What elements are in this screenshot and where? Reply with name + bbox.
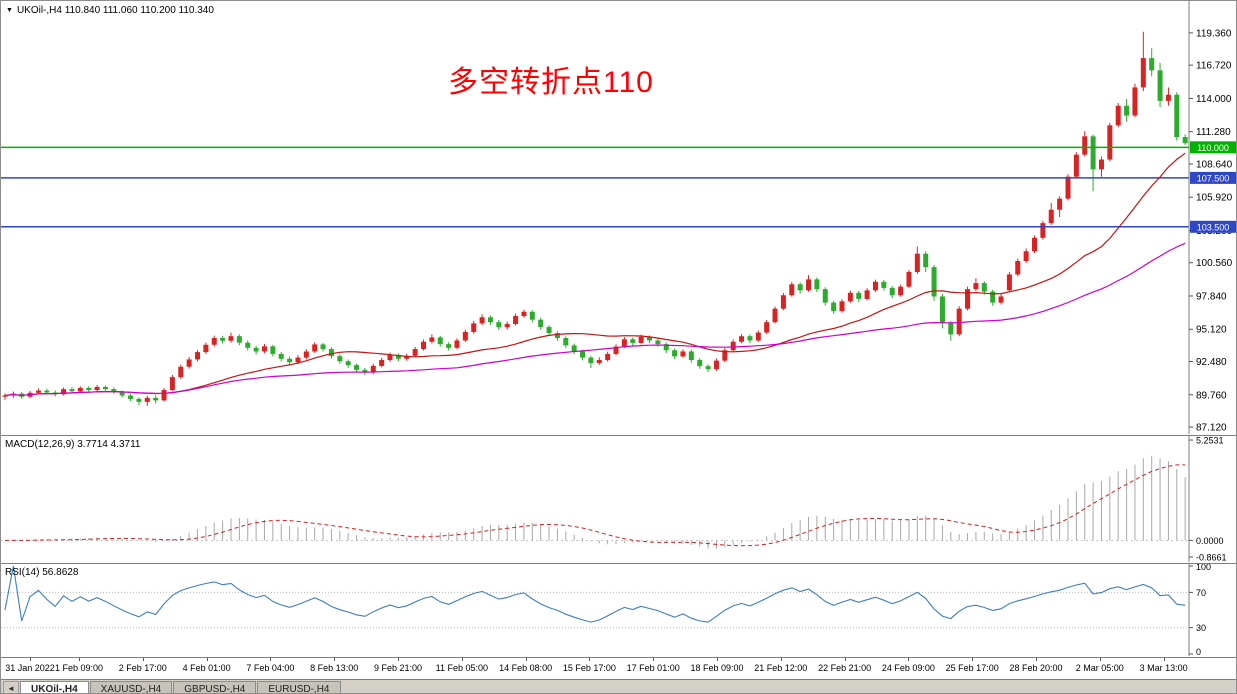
time-label: 3 Mar 13:00: [1139, 663, 1188, 673]
svg-text:0.0000: 0.0000: [1196, 536, 1224, 546]
price-tag-107.500[interactable]: 107.500: [1190, 171, 1236, 184]
ma-55-line: [4, 242, 1186, 397]
time-label: 7 Feb 04:00: [246, 663, 295, 673]
time-label: 24 Feb 09:00: [881, 663, 935, 673]
svg-text:108.640: 108.640: [1196, 159, 1233, 170]
time-tick: [206, 658, 208, 661]
svg-text:-0.8661: -0.8661: [1196, 553, 1227, 563]
svg-text:114.000: 114.000: [1196, 94, 1232, 105]
horizontal-lines-layer: [1, 146, 1189, 228]
time-tick: [589, 658, 591, 661]
svg-text:89.760: 89.760: [1196, 390, 1227, 401]
time-tick: [908, 658, 910, 661]
svg-text:119.360: 119.360: [1196, 28, 1232, 39]
time-label: 28 Feb 20:00: [1009, 663, 1063, 673]
time-label: 15 Feb 17:00: [562, 663, 616, 673]
svg-text:100: 100: [1196, 564, 1211, 572]
svg-text:97.840: 97.840: [1196, 291, 1227, 302]
chart-tab-2[interactable]: GBPUSD-,H4: [173, 681, 257, 693]
chart-tab-bar: ◄ UKOil-,H4 XAUUSD-,H4 GBPUSD-,H4 EURUSD-,H4: [1, 680, 1236, 693]
chart-title: ▼ UKOil-,H4 110.840 111.060 110.200 110.…: [6, 5, 214, 16]
svg-text:0: 0: [1196, 647, 1201, 656]
svg-text:100.560: 100.560: [1196, 258, 1233, 269]
svg-text:95.120: 95.120: [1196, 325, 1227, 336]
time-tick: [780, 658, 782, 661]
svg-text:103.500: 103.500: [1197, 222, 1230, 232]
rsi-label: RSI(14) 56.8628: [5, 567, 79, 578]
time-label: 25 Feb 17:00: [945, 663, 999, 673]
moving-averages-layer: [4, 152, 1186, 397]
price-panel[interactable]: 119.360 116.720 114.000 111.280 108.640 105.9…: [1, 1, 1236, 436]
chart-tab-0[interactable]: UKOil-,H4: [20, 681, 89, 693]
time-label: 1 Feb 09:00: [54, 663, 104, 673]
ma-21-line: [4, 152, 1186, 397]
time-tick: [844, 658, 846, 661]
rsi-axis: 100 70 30 0: [1189, 564, 1211, 656]
svg-text:30: 30: [1196, 623, 1206, 633]
time-tick: [270, 658, 272, 661]
macd-panel[interactable]: 5.2531 0.0000 -0.8661 MACD(12,26,9) 3.7714…: [1, 436, 1236, 564]
time-tick: [972, 658, 974, 661]
rsi-panel[interactable]: 100 70 30 0 RSI(14) 56.8628: [1, 564, 1236, 658]
svg-text:116.720: 116.720: [1196, 61, 1232, 72]
time-tick: [717, 658, 718, 661]
macd-histogram: [12, 455, 1186, 549]
macd-plot[interactable]: 5.2531 0.0000 -0.8661: [1, 436, 1236, 562]
time-label: 4 Feb 01:00: [182, 663, 231, 673]
tab-scroll-left-button[interactable]: ◄: [3, 681, 19, 693]
time-tick: [334, 658, 336, 661]
svg-text:70: 70: [1196, 588, 1206, 598]
time-tick: [1163, 658, 1165, 661]
svg-text:107.500: 107.500: [1197, 173, 1230, 183]
svg-text:5.2531: 5.2531: [1196, 436, 1224, 446]
time-label: 18 Feb 09:00: [690, 663, 744, 673]
macd-label: MACD(12,26,9) 3.7714 4.3711: [5, 439, 141, 450]
svg-text:87.120: 87.120: [1196, 423, 1227, 434]
time-tick: [1036, 658, 1037, 661]
time-tick: [653, 658, 655, 661]
rsi-line: [4, 565, 1186, 623]
chart-tab-3[interactable]: EURUSD-,H4: [257, 681, 341, 693]
svg-text:111.280: 111.280: [1196, 127, 1231, 138]
price-plot[interactable]: 119.360 116.720 114.000 111.280 108.640 105.9…: [1, 1, 1236, 434]
macd-axis: 5.2531 0.0000 -0.8661: [1189, 436, 1227, 562]
time-tick: [461, 658, 463, 661]
time-tick: [398, 658, 399, 661]
price-tag-110.000[interactable]: 110.000: [1190, 141, 1236, 154]
symbol-dropdown-icon[interactable]: ▼: [6, 7, 13, 14]
time-tick: [79, 658, 80, 661]
time-tick: [525, 658, 527, 661]
time-label: 8 Feb 13:00: [310, 663, 359, 673]
time-label: 21 Feb 12:00: [754, 663, 808, 673]
chart-tab-1[interactable]: XAUUSD-,H4: [89, 681, 173, 693]
macd-signal-line: [4, 464, 1186, 547]
time-tick: [30, 658, 31, 661]
time-label: 14 Feb 08:00: [499, 663, 553, 673]
time-label: 2 Feb 17:00: [118, 663, 167, 673]
annotation-text: 多空转折点110: [448, 66, 654, 99]
svg-text:105.920: 105.920: [1196, 193, 1233, 204]
time-label: 22 Feb 21:00: [818, 663, 872, 673]
price-tag-103.500[interactable]: 103.500: [1190, 220, 1236, 233]
time-label: 17 Feb 01:00: [626, 663, 680, 673]
time-label: 11 Feb 05:00: [435, 663, 488, 673]
time-axis[interactable]: 31 Jan 2022 1 Feb 09:00 2 Feb 17:00 4 Feb 0…: [1, 658, 1236, 680]
time-label: 9 Feb 21:00: [373, 663, 423, 673]
svg-text:92.480: 92.480: [1196, 357, 1227, 368]
time-label: 31 Jan 2022: [5, 663, 55, 673]
svg-text:110.000: 110.000: [1197, 143, 1229, 153]
time-tick: [142, 658, 144, 661]
chart-title-text: UKOil-,H4 110.840 111.060 110.200 110.34…: [16, 5, 214, 16]
candles-layer: [2, 31, 1188, 406]
rsi-plot[interactable]: 100 70 30 0: [1, 564, 1236, 656]
time-label: 2 Mar 05:00: [1075, 663, 1124, 673]
time-tick: [1099, 658, 1101, 661]
